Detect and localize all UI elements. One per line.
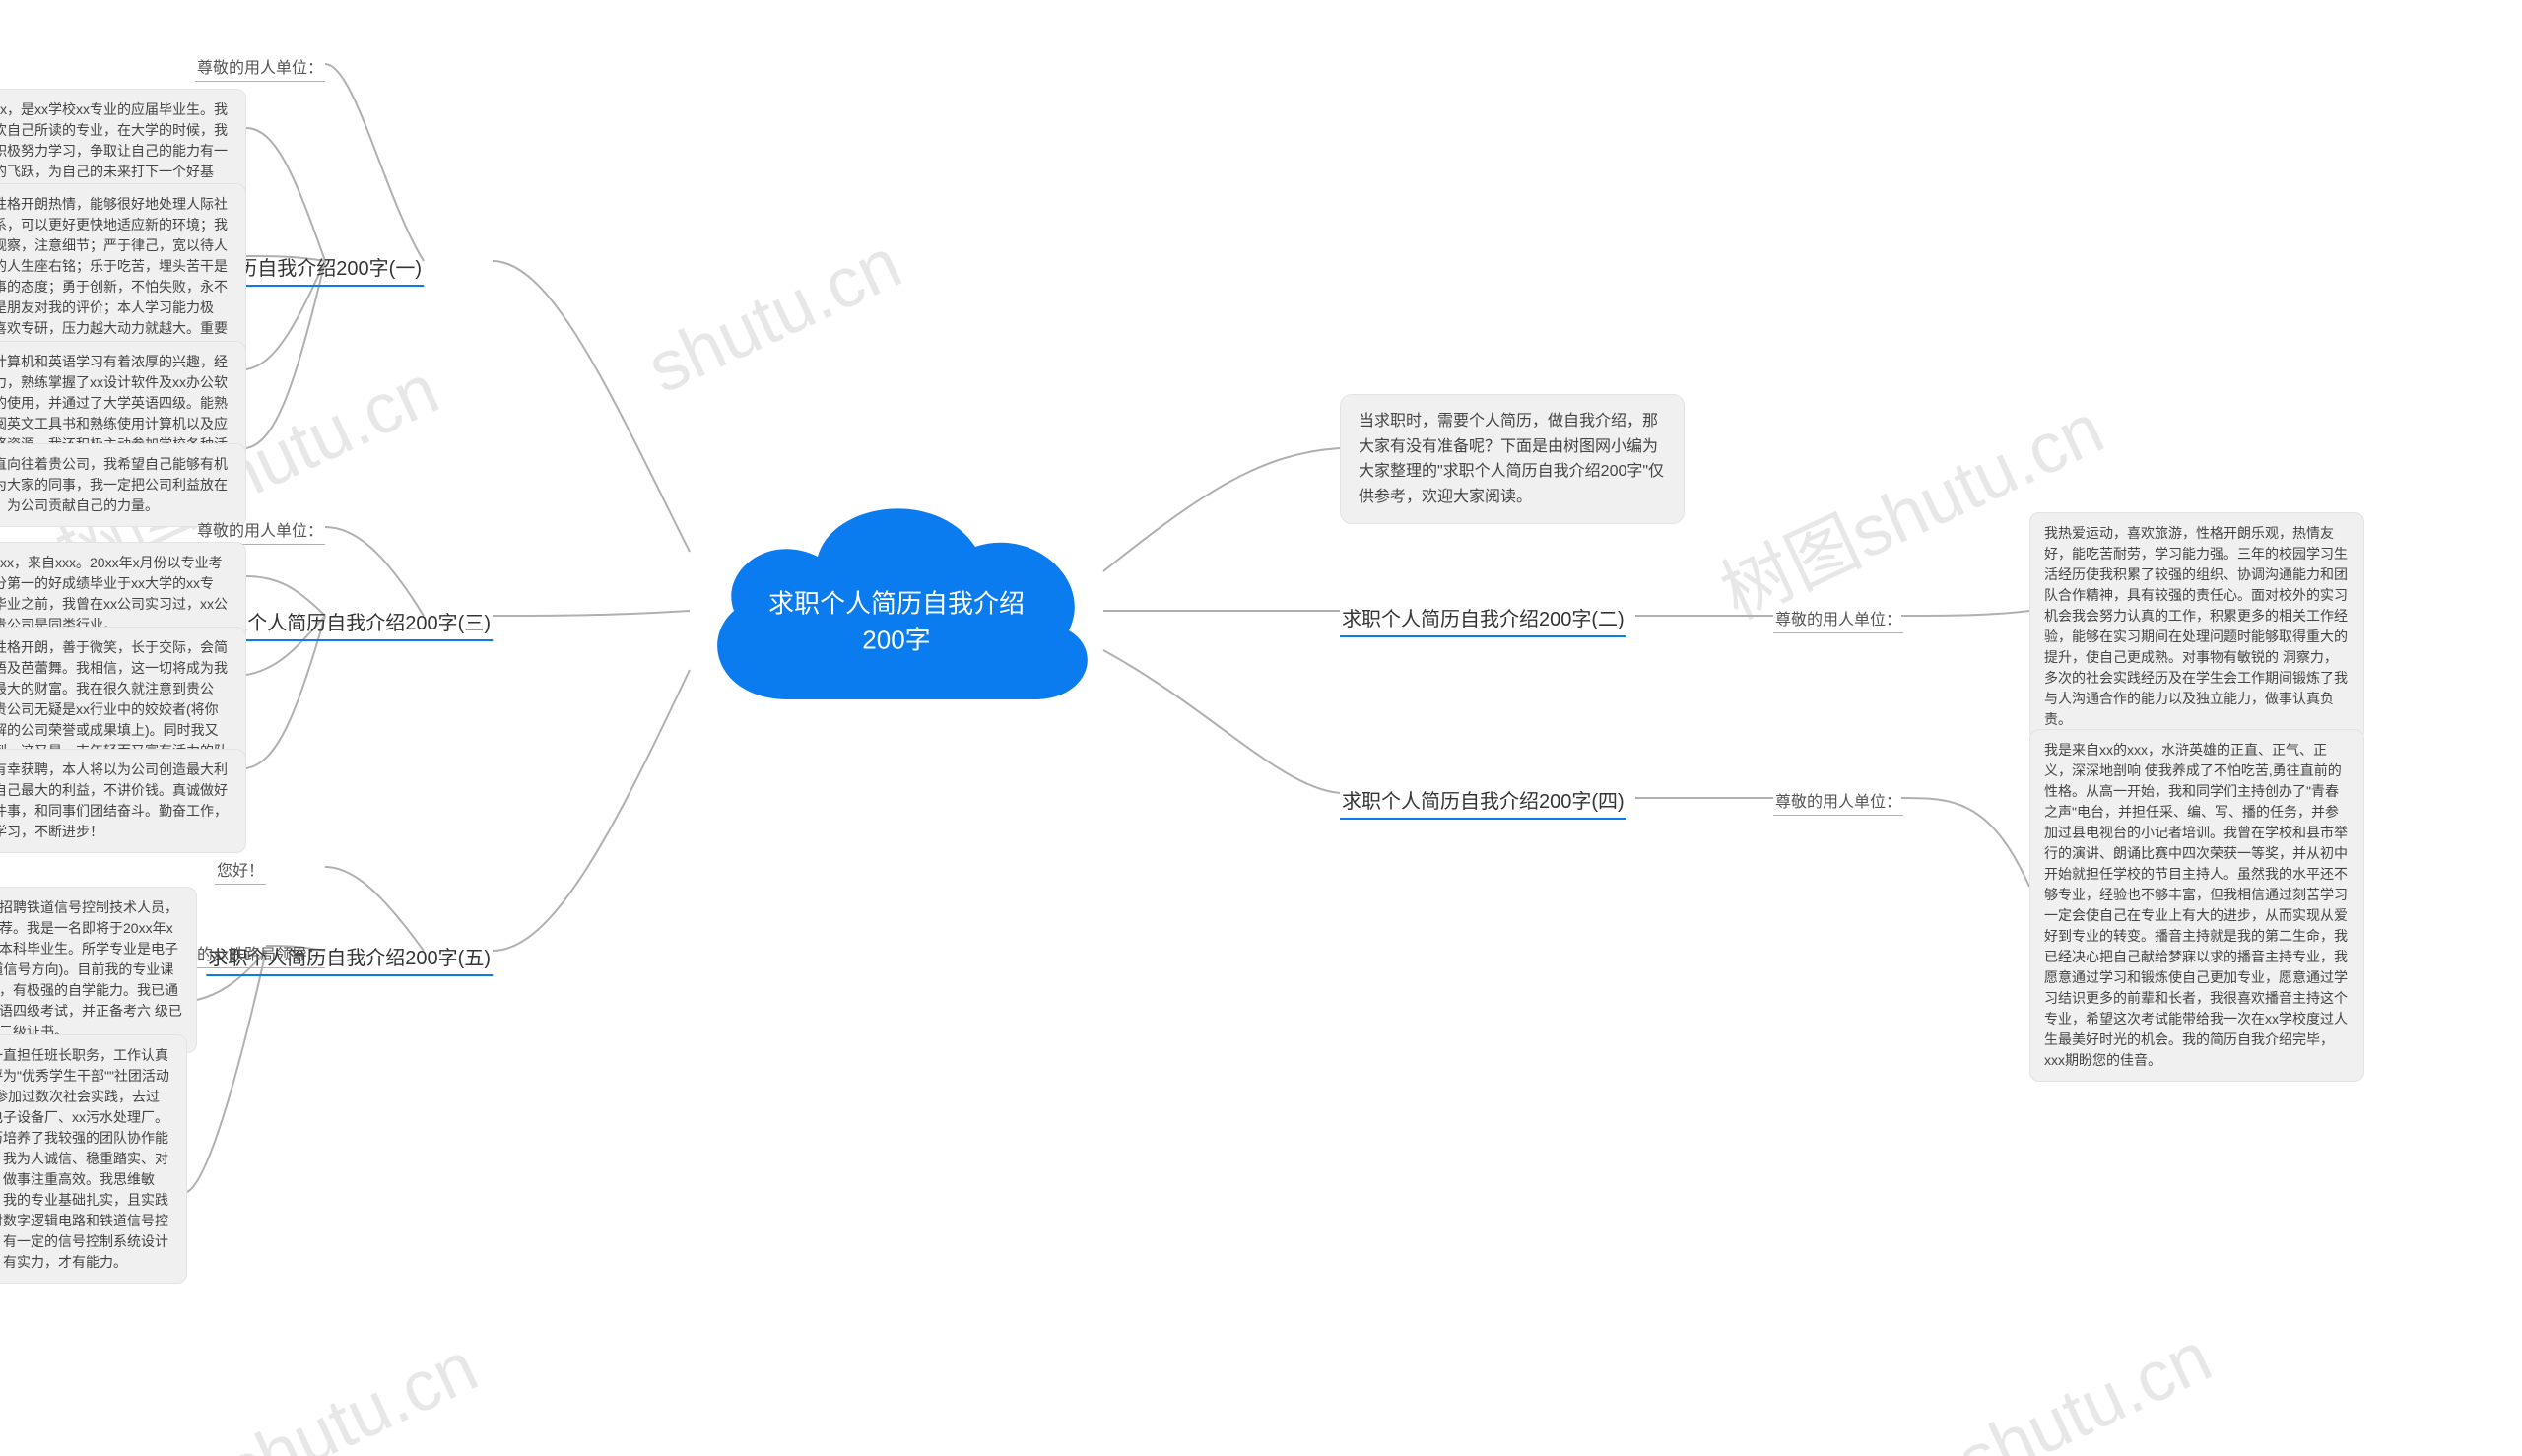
branch-1-sub[interactable]: 尊敬的用人单位： <box>195 51 325 82</box>
branch-2-leaf[interactable]: 我热爱运动，喜欢旅游，性格开朗乐观，热情友好，能吃苦耐劳，学习能力强。三年的校园… <box>2029 512 2364 741</box>
branch-4-leaf[interactable]: 我是来自xx的xxx，水浒英雄的正直、正气、正义，深深地剖响 使我养成了不怕吃苦… <box>2029 729 2364 1082</box>
branch-3[interactable]: 求职个人简历自我介绍200字(三) <box>206 603 493 641</box>
watermark: shutu.cn <box>1946 1316 2223 1456</box>
intro-node[interactable]: 当求职时，需要个人简历，做自我介绍，那大家有没有准备呢？下面是由树图网小编为大家… <box>1340 394 1685 524</box>
branch-5-sub2[interactable]: 您好！ <box>215 854 266 885</box>
branch-4[interactable]: 求职个人简历自我介绍200字(四) <box>1340 781 1626 820</box>
center-node[interactable]: 求职个人简历自我介绍200字 <box>680 473 1113 749</box>
branch-2-sub[interactable]: 尊敬的用人单位： <box>1773 603 1903 633</box>
branch-2[interactable]: 求职个人简历自我介绍200字(二) <box>1340 599 1626 637</box>
branch-3-sub[interactable]: 尊敬的用人单位： <box>195 514 325 545</box>
watermark: shutu.cn <box>212 1326 489 1456</box>
branch-5-leaf-1[interactable]: 据悉贵局正在招聘铁道信号控制技术人员，特冒昧写信自荐。我是一名即将于20xx年x… <box>0 887 197 1053</box>
branch-5-leaf-2[interactable]: 在校期间，我一直担任班长职务，工作认真负责并多次被评为"优秀学生干部""社团活动… <box>0 1034 187 1284</box>
watermark: shutu.cn <box>635 223 912 409</box>
branch-3-label: 求职个人简历自我介绍200字(三) <box>208 613 491 634</box>
branch-4-sub[interactable]: 尊敬的用人单位： <box>1773 785 1903 816</box>
branch-3-leaf-3[interactable]: 如果有幸获聘，本人将以为公司创造最大利益为自己最大的利益，不讲价钱。真诚做好每一… <box>0 749 246 853</box>
center-title: 求职个人简历自我介绍200字 <box>749 586 1044 658</box>
